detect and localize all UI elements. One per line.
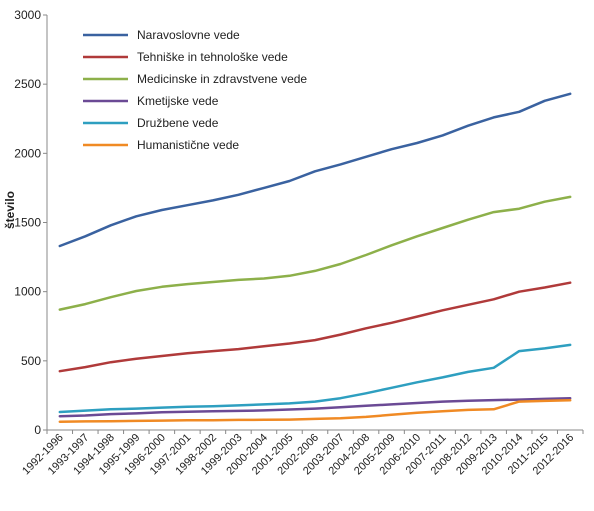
series-line-5 [58,399,572,423]
y-tick-label: 1000 [14,285,41,299]
series-line-2 [58,195,572,311]
y-tick-label: 1500 [14,216,41,230]
legend-label: Družbene vede [137,116,219,130]
series-line-3 [58,396,572,418]
y-tick-label: 2500 [14,77,41,91]
x-axis: 1992-19961993-19971994-19981995-19991996… [20,429,584,477]
series-line-1 [58,281,572,373]
legend: Naravoslovne vede Tehniške in tehnološke … [83,28,307,152]
y-axis-label: število [3,191,17,229]
legend-label: Medicinske in zdravstvene vede [137,72,307,86]
legend-label: Humanistične vede [137,138,239,152]
legend-label: Naravoslovne vede [137,28,240,42]
legend-label: Tehniške in tehnološke vede [137,50,288,64]
series-line-0 [58,92,572,248]
legend-label: Kmetijske vede [137,94,219,108]
y-axis: 0 500 1000 1500 2000 2500 3000 [14,8,48,437]
y-tick-label: 500 [21,354,41,368]
y-tick-label: 0 [34,423,41,437]
y-tick-label: 3000 [14,8,41,22]
series-layer [58,92,572,423]
y-tick-label: 2000 [14,146,41,160]
series-line-4 [58,343,572,414]
